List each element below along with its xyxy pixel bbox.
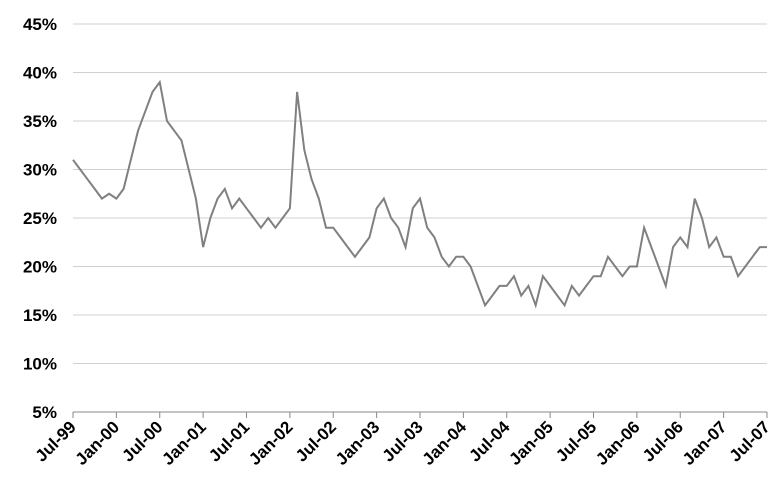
y-tick-label: 5% bbox=[32, 403, 57, 422]
x-tick-label: Jul-00 bbox=[118, 417, 166, 465]
x-tick-label: Jan-01 bbox=[158, 417, 210, 469]
x-tick-label: Jul-04 bbox=[465, 417, 514, 466]
x-tick-label: Jan-06 bbox=[592, 417, 644, 469]
y-tick-label: 40% bbox=[23, 64, 57, 83]
x-tick-label: Jan-02 bbox=[245, 417, 297, 469]
y-tick-label: 45% bbox=[23, 15, 57, 34]
y-tick-label: 30% bbox=[23, 161, 57, 180]
x-tick-label: Jan-05 bbox=[505, 417, 557, 469]
x-tick-label: Jul-05 bbox=[552, 417, 600, 465]
data-line bbox=[72, 79, 767, 309]
x-tick-label: Jul-01 bbox=[205, 417, 253, 465]
x-tick-label: Jan-07 bbox=[679, 417, 731, 469]
y-tick-label: 25% bbox=[23, 209, 57, 228]
x-tick-label: Jul-02 bbox=[292, 417, 340, 465]
y-tick-label: 35% bbox=[23, 112, 57, 131]
x-tick-label: Jul-03 bbox=[379, 417, 427, 465]
y-tick-label: 15% bbox=[23, 306, 57, 325]
y-tick-label: 10% bbox=[23, 355, 57, 374]
x-tick-label: Jan-00 bbox=[72, 417, 124, 469]
x-tick-label: Jul-06 bbox=[639, 417, 687, 465]
x-tick-label: Jul-07 bbox=[726, 417, 768, 465]
x-tick-label: Jan-03 bbox=[332, 417, 384, 469]
y-tick-label: 20% bbox=[23, 258, 57, 277]
x-tick-label: Jul-99 bbox=[32, 417, 80, 465]
x-tick-label: Jan-04 bbox=[419, 417, 471, 469]
